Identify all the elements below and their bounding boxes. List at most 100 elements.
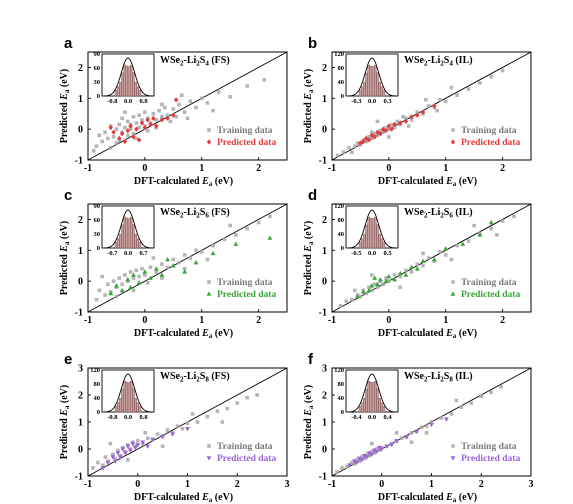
y-tick-label: -1: [75, 472, 83, 483]
y-tick-label: 2: [322, 215, 327, 226]
x-tick-label: 2: [256, 163, 261, 174]
predicted-point: [374, 449, 380, 455]
training-point: [140, 267, 144, 271]
histogram-bar: [136, 238, 140, 249]
training-point: [255, 393, 259, 397]
predicted-point: [384, 444, 390, 449]
inset-x-tick: -0.4: [351, 414, 362, 421]
training-point: [392, 125, 397, 130]
x-axis-label: DFT-calculated Ea (eV): [134, 492, 233, 504]
legend-label: Training data: [461, 278, 517, 288]
training-point: [338, 304, 343, 308]
inset-x-tick: -0.8: [107, 98, 118, 105]
histogram-bar: [129, 217, 133, 249]
histogram-bar: [380, 402, 384, 413]
predicted-point: [366, 287, 372, 293]
title-subscript: 6: [205, 212, 209, 220]
inset-histogram: 120 80 40 0 -0.8 0.0 0.8: [90, 367, 155, 421]
y-tick-label: 1: [78, 418, 83, 429]
inset-y-tick: 60: [94, 217, 101, 224]
predicted-point: [383, 128, 389, 134]
x-tick-label: 0: [386, 163, 391, 174]
predicted-point: [136, 137, 142, 143]
training-point: [222, 237, 227, 242]
training-point: [375, 119, 380, 124]
y-tick-label: -1: [319, 308, 327, 319]
training-point: [512, 214, 516, 219]
training-point: [114, 127, 119, 131]
training-point: [340, 466, 344, 470]
training-point: [165, 113, 170, 118]
y-tick-label: 1: [322, 246, 327, 257]
histogram-bar: [119, 398, 122, 413]
training-point: [103, 130, 107, 135]
training-point: [443, 253, 448, 257]
x-axis-label: DFT-calculated Ea (eV): [378, 492, 477, 504]
training-point: [182, 253, 187, 257]
y-label-sub: a: [307, 89, 315, 93]
training-point: [145, 436, 150, 440]
training-point: [364, 139, 368, 144]
training-point: [168, 119, 173, 124]
training-point: [162, 105, 167, 110]
histogram-bar: [116, 238, 120, 249]
training-point: [148, 265, 153, 270]
training-point: [185, 421, 190, 426]
training-point: [399, 436, 404, 440]
inset-x-tick: 0.0: [124, 98, 132, 105]
y-label-var: E: [59, 245, 70, 253]
predicted-point: [414, 266, 420, 271]
training-point: [355, 141, 360, 145]
predicted-point: [111, 129, 116, 135]
x-label-part: DFT-calculated: [378, 176, 446, 187]
y-tick-label: 2: [78, 63, 83, 74]
training-point: [143, 110, 147, 114]
plot-frame: [87, 203, 288, 313]
y-label-part: Predicted: [303, 252, 314, 295]
training-point: [392, 273, 397, 277]
title-subscript: 2: [424, 60, 428, 68]
predicted-point: [125, 277, 131, 282]
predicted-point: [397, 270, 403, 276]
histogram-bar: [360, 402, 364, 413]
panel-title: WSe2-Li2S4 (IL): [404, 55, 473, 68]
predicted-point: [398, 120, 403, 126]
histogram-bar: [121, 224, 124, 249]
predicted-point: [477, 232, 483, 237]
histogram-bar: [136, 86, 140, 97]
y-tick-label: 3: [322, 364, 327, 375]
y-label-part: Predicted: [303, 100, 314, 143]
title-part: S: [200, 55, 206, 66]
predicted-point: [444, 417, 449, 422]
panel-letter: b: [308, 35, 317, 52]
training-point: [195, 420, 200, 424]
legend-marker: [206, 291, 212, 296]
training-point: [367, 453, 372, 458]
legend: Training data Predicted data: [450, 278, 520, 300]
legend-label: Predicted data: [217, 290, 276, 300]
training-point: [126, 119, 130, 124]
x-label-var: E: [445, 492, 453, 503]
y-tick-label: 0: [78, 445, 83, 456]
histogram-bar: [138, 90, 142, 97]
training-point: [143, 431, 148, 435]
inset-x-tick: -0.7: [107, 250, 118, 257]
panel-letter: a: [64, 35, 73, 52]
inset-x-tick: 0.4: [384, 414, 393, 421]
y-label-part: Predicted: [59, 252, 70, 295]
training-point: [131, 276, 136, 280]
y-label-unit: (eV): [303, 69, 314, 90]
histogram-bar: [138, 406, 142, 413]
training-point: [108, 441, 113, 446]
x-axis-label: DFT-calculated Ea (eV): [378, 176, 477, 188]
histogram-bar: [134, 234, 137, 249]
inset-y-tick: 60: [94, 65, 101, 72]
title-subscript: 2: [180, 376, 184, 384]
series-predicted: [347, 417, 449, 468]
y-label-sub: a: [63, 241, 71, 245]
predicted-point: [154, 123, 159, 129]
y-label-part: Predicted: [59, 416, 70, 459]
title-part: (FS): [209, 207, 230, 218]
series-predicted: [355, 219, 494, 299]
predicted-point: [409, 114, 414, 120]
